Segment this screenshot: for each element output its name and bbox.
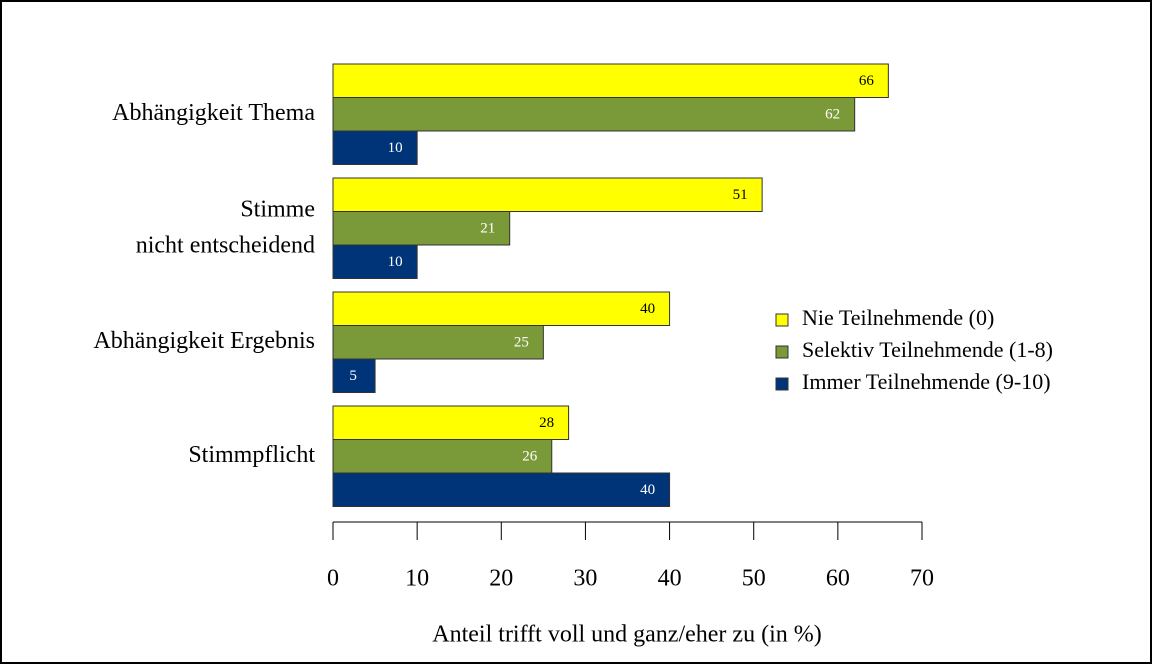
bar	[332, 291, 671, 326]
value-label: 40	[640, 301, 655, 317]
value-label: 10	[388, 140, 403, 156]
legend-label: Nie Teilnehmende (0)	[802, 305, 994, 330]
x-tick-label: 30	[573, 566, 597, 592]
legend-label: Selektiv Teilnehmende (1-8)	[802, 337, 1053, 362]
value-label: 25	[514, 335, 529, 351]
x-axis-label: Anteil trifft voll und ganz/eher zu (in …	[432, 622, 821, 648]
value-label: 5	[349, 368, 357, 384]
x-tick-label: 50	[742, 566, 766, 592]
bar	[332, 439, 553, 474]
bar	[332, 244, 418, 279]
value-label: 28	[539, 415, 554, 431]
x-tick-label: 70	[910, 566, 934, 592]
value-label: 10	[388, 254, 403, 270]
value-label: 21	[480, 221, 495, 237]
y-tick-label: Stimmpflicht	[188, 442, 315, 468]
legend-swatch	[775, 377, 789, 391]
value-label: 26	[522, 449, 538, 465]
legend-label: Immer Teilnehmende (9-10)	[802, 369, 1051, 394]
x-tick-label: 0	[327, 566, 339, 592]
y-tick-label: Abhängigkeit Thema	[112, 100, 315, 126]
legend-swatch	[775, 313, 789, 327]
x-tick-label: 20	[489, 566, 513, 592]
value-label: 40	[640, 482, 655, 498]
bar	[332, 472, 671, 507]
y-tick-label: Abhängigkeit Ergebnis	[93, 328, 315, 354]
x-tick-label: 40	[658, 566, 682, 592]
legend-swatch	[775, 345, 789, 359]
value-label: 51	[733, 187, 748, 203]
value-label: 62	[825, 107, 840, 123]
value-label: 66	[859, 73, 875, 89]
x-tick-label: 10	[405, 566, 429, 592]
bar	[332, 130, 418, 165]
bar	[332, 211, 511, 246]
bar	[332, 325, 544, 360]
bar	[332, 97, 856, 132]
bar	[332, 63, 889, 98]
bar	[332, 405, 570, 440]
bar	[332, 358, 376, 393]
x-tick-label: 60	[826, 566, 850, 592]
y-tick-label: Stimme nicht entscheidend	[136, 196, 315, 258]
bar	[332, 177, 763, 212]
